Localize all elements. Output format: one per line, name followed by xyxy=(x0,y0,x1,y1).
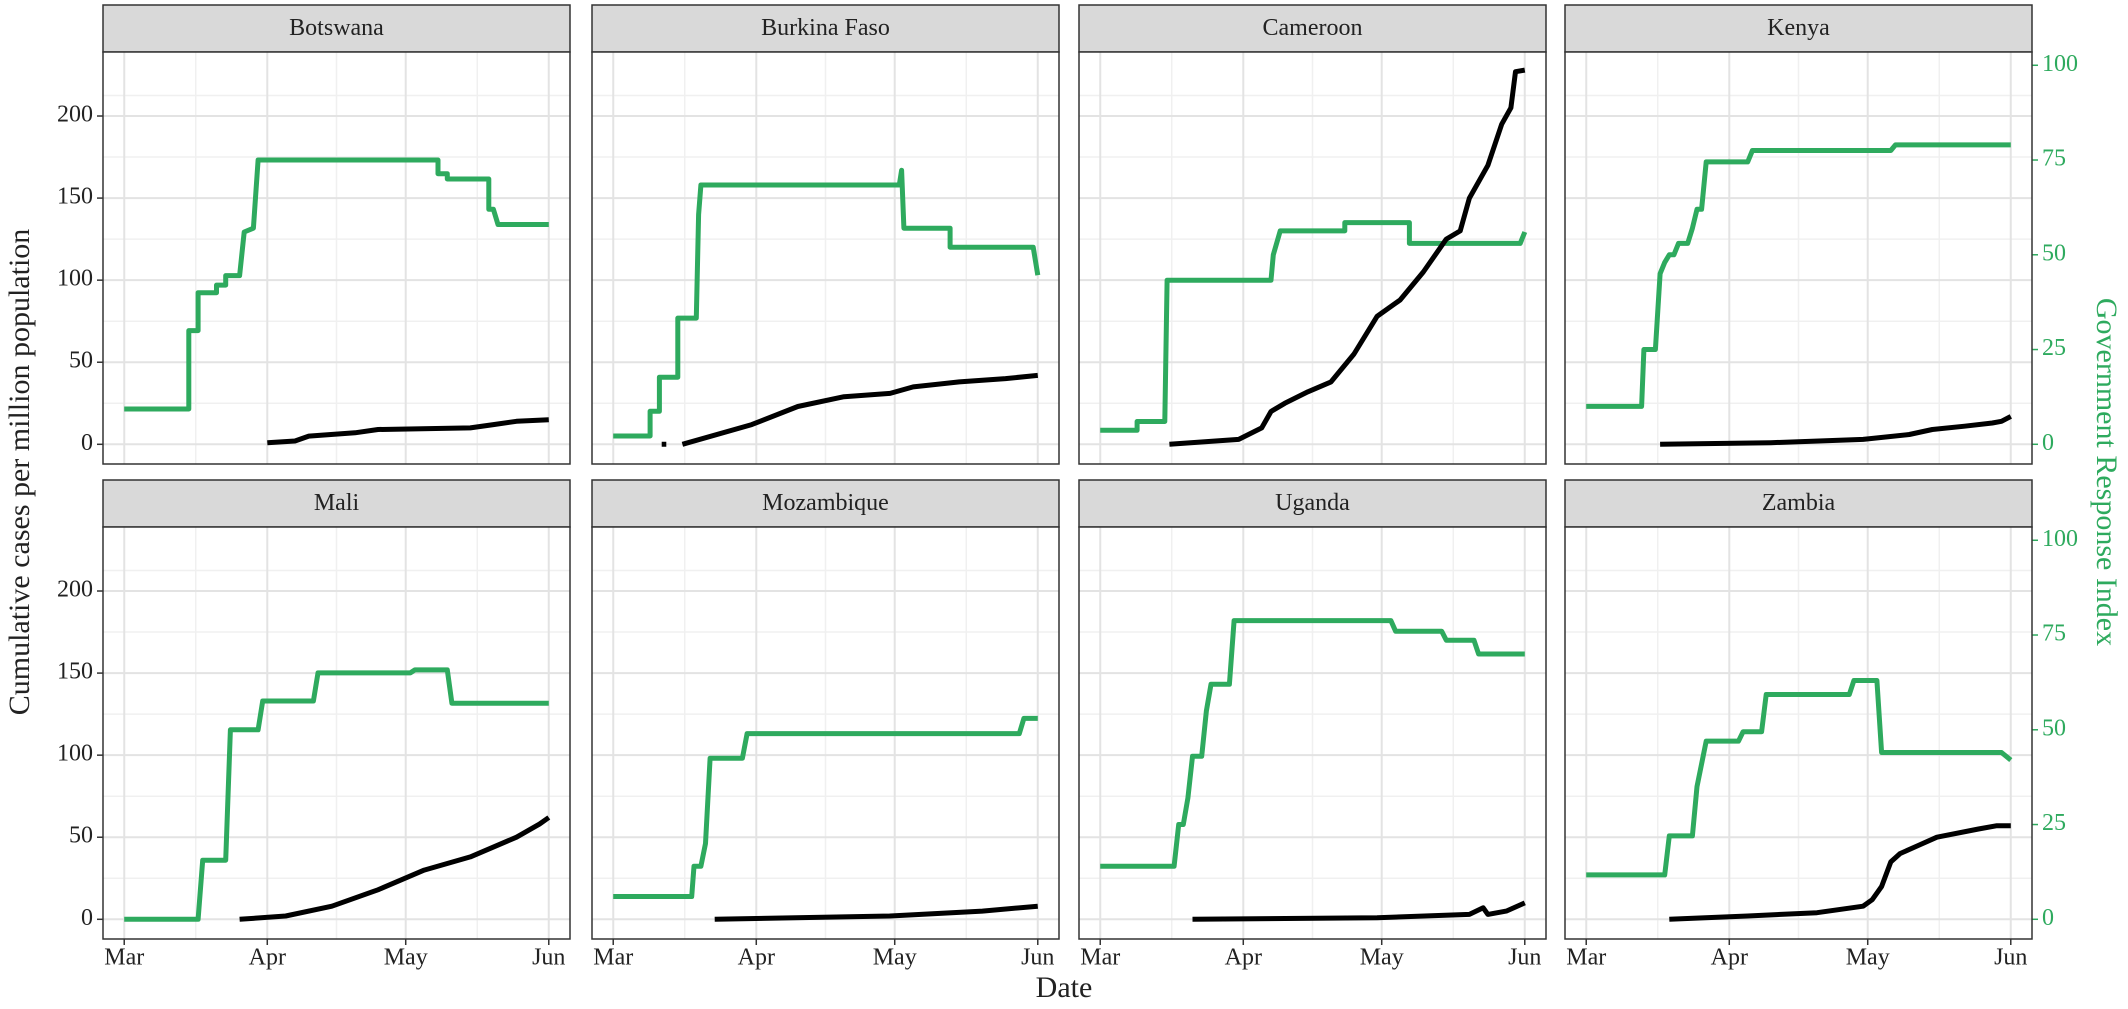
y-tick-label: 100 xyxy=(57,266,93,292)
data-line xyxy=(1586,678,2013,878)
strip xyxy=(1078,479,1547,528)
y2-tick-label: 25 xyxy=(2042,810,2066,836)
panel-border xyxy=(1078,51,1547,465)
y2-axis-title: Government Response Index xyxy=(2090,298,2123,646)
strip xyxy=(591,479,1060,528)
data-line xyxy=(239,815,551,922)
data-line xyxy=(1100,220,1528,433)
x-tick-label: Jun xyxy=(532,945,565,971)
y-tick-label: 50 xyxy=(69,823,93,849)
x-tick-label: Mar xyxy=(1566,945,1606,971)
x-tick-label: Jun xyxy=(1508,945,1541,971)
panel-border xyxy=(1564,51,2033,465)
data-line xyxy=(1660,414,2012,447)
data-line xyxy=(714,903,1039,922)
y2-tick-label: 50 xyxy=(2042,240,2066,266)
panel-border xyxy=(102,51,571,465)
x-tick-label: Apr xyxy=(249,945,286,971)
panel-border xyxy=(591,51,1060,465)
panel-title: Uganda xyxy=(1275,490,1350,516)
panel-title: Zambia xyxy=(1762,490,1836,516)
panel-title: Botswana xyxy=(289,15,384,41)
x-tick-label: Apr xyxy=(1225,945,1262,971)
x-tick-label: May xyxy=(1360,945,1404,971)
y-tick-label: 200 xyxy=(57,102,93,128)
data-line xyxy=(124,667,549,922)
y2-tick-label: 0 xyxy=(2042,430,2054,456)
strip xyxy=(1564,4,2033,53)
data-line xyxy=(613,715,1038,899)
data-line xyxy=(1586,142,2011,409)
strip xyxy=(102,479,571,528)
y2-tick-label: 100 xyxy=(2042,526,2078,552)
x-tick-label: May xyxy=(873,945,917,971)
data-line xyxy=(1669,823,2011,922)
y-tick-label: 0 xyxy=(81,905,93,931)
panel-border xyxy=(1078,526,1547,940)
y-tick-label: 100 xyxy=(57,741,93,767)
x-tick-label: May xyxy=(1846,945,1890,971)
x-axis-title: Date xyxy=(1036,971,1093,1004)
data-line xyxy=(1169,67,1526,447)
y-tick-label: 150 xyxy=(57,659,93,685)
y2-tick-label: 50 xyxy=(2042,715,2066,741)
x-tick-label: Mar xyxy=(104,945,144,971)
data-line xyxy=(124,157,549,412)
panel-title: Burkina Faso xyxy=(761,15,890,41)
y-tick-label: 0 xyxy=(81,430,93,456)
y-tick-label: 200 xyxy=(57,577,93,603)
x-tick-label: Jun xyxy=(1994,945,2027,971)
panel-border xyxy=(1564,526,2033,940)
strip xyxy=(102,4,571,53)
data-line xyxy=(1100,618,1525,869)
y2-tick-label: 25 xyxy=(2042,335,2066,361)
x-tick-label: Apr xyxy=(738,945,775,971)
x-tick-label: Apr xyxy=(1711,945,1748,971)
y-axis-title: Cumulative cases per million population xyxy=(3,229,36,716)
x-tick-label: Mar xyxy=(593,945,633,971)
y2-tick-label: 100 xyxy=(2042,51,2078,77)
y-tick-label: 150 xyxy=(57,184,93,210)
y2-tick-label: 0 xyxy=(2042,905,2054,931)
y-tick-label: 50 xyxy=(69,348,93,374)
data-line xyxy=(661,372,1039,447)
panel-border xyxy=(102,526,571,940)
data-line xyxy=(613,167,1041,439)
x-tick-label: Mar xyxy=(1080,945,1120,971)
panel-title: Cameroon xyxy=(1263,15,1363,41)
strip xyxy=(1078,4,1547,53)
x-tick-label: Jun xyxy=(1021,945,1054,971)
x-tick-label: May xyxy=(384,945,428,971)
data-line xyxy=(267,417,549,446)
y2-tick-label: 75 xyxy=(2042,146,2066,172)
data-line xyxy=(1192,900,1526,922)
panel-border xyxy=(591,526,1060,940)
panel-title: Mozambique xyxy=(762,490,889,516)
panel-title: Kenya xyxy=(1767,15,1830,41)
strip xyxy=(591,4,1060,53)
panel-title: Mali xyxy=(314,490,360,516)
y2-tick-label: 75 xyxy=(2042,621,2066,647)
